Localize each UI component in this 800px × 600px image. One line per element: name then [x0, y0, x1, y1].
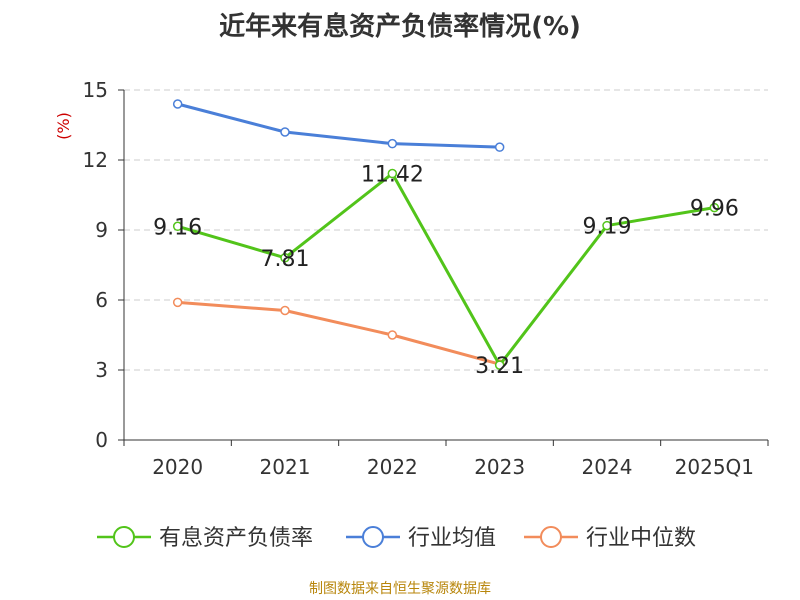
data-label: 11.42	[361, 163, 424, 188]
y-tick-label: 9	[95, 218, 108, 242]
data-label: 9.96	[690, 197, 739, 222]
chart-title: 近年来有息资产负债率情况(%)	[219, 12, 581, 42]
data-point	[172, 221, 183, 232]
y-tick-label: 12	[83, 148, 108, 172]
legend-label: 有息资产负债率	[159, 526, 313, 551]
series-layer	[172, 99, 720, 370]
x-tick-label: 2025Q1	[675, 455, 754, 479]
data-point	[387, 168, 398, 179]
data-point	[280, 127, 290, 137]
y-tick-label: 6	[95, 288, 108, 312]
data-point	[280, 253, 290, 263]
x-tick-label: 2022	[367, 455, 418, 479]
legend-label: 行业中位数	[586, 526, 696, 551]
data-point	[709, 202, 720, 213]
data-point	[280, 305, 290, 316]
data-point	[172, 99, 183, 109]
legend-label: 行业均值	[408, 526, 496, 551]
legend: 有息资产负债率 行业均值 行业中位数	[97, 526, 696, 551]
x-tick-label: 2021	[260, 455, 311, 479]
data-point	[387, 138, 398, 149]
data-label: 3.21	[475, 354, 524, 379]
series-line-2	[177, 300, 501, 366]
grid-lines	[124, 89, 768, 371]
x-tick-label: 2020	[152, 455, 203, 479]
x-tick-label: 2023	[474, 455, 525, 479]
axes: 0 3 6 9 12 15 2020 2021 2022 2023 2024 2025Q1 (%)	[54, 78, 769, 479]
data-label: 7.81	[261, 247, 310, 272]
y-tick-label: 15	[83, 78, 108, 102]
data-point	[602, 220, 612, 231]
series-line-0	[177, 172, 715, 367]
legend-marker	[540, 526, 562, 548]
data-point	[494, 142, 505, 152]
data-point	[172, 297, 183, 308]
data-label: 9.19	[583, 215, 632, 240]
data-label: 9.16	[153, 215, 202, 240]
y-tick-label: 3	[95, 358, 108, 382]
legend-marker	[113, 526, 135, 548]
y-axis-label: (%)	[54, 112, 73, 140]
data-labels: 9.16 7.81 11.42 3.21 9.19 9.96	[153, 163, 739, 380]
x-tick-label: 2024	[582, 455, 633, 479]
data-point	[494, 360, 505, 370]
legend-marker	[362, 526, 384, 548]
source-note: 制图数据来自恒生聚源数据库	[309, 581, 491, 597]
series-line-1	[177, 102, 500, 149]
data-point	[387, 330, 398, 340]
y-tick-label: 0	[95, 428, 108, 452]
